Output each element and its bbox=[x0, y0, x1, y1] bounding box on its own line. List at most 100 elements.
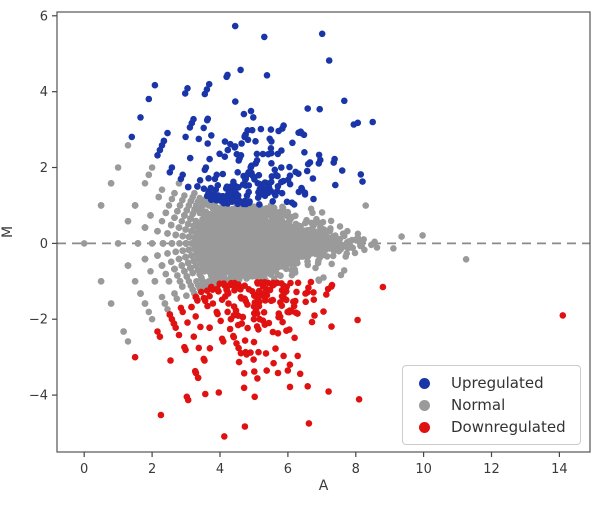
data-point bbox=[154, 328, 161, 335]
x-tick-label: 12 bbox=[483, 462, 500, 477]
y-axis-label: M bbox=[0, 225, 16, 239]
data-point bbox=[270, 214, 278, 221]
data-point bbox=[250, 114, 257, 121]
data-point bbox=[247, 164, 254, 171]
data-point bbox=[234, 169, 241, 176]
data-point bbox=[217, 317, 224, 325]
data-point bbox=[328, 281, 336, 289]
data-point bbox=[262, 350, 270, 357]
data-point bbox=[309, 175, 317, 182]
data-point bbox=[226, 325, 234, 333]
data-point bbox=[559, 312, 567, 319]
data-point bbox=[238, 140, 245, 147]
data-point bbox=[294, 259, 301, 267]
data-point bbox=[234, 200, 241, 208]
legend-label-upregulated: Upregulated bbox=[451, 373, 544, 392]
data-point bbox=[174, 272, 181, 279]
data-point bbox=[256, 267, 263, 274]
legend-label-downregulated: Downregulated bbox=[451, 417, 566, 436]
data-point bbox=[179, 283, 186, 290]
data-point bbox=[181, 90, 189, 97]
data-point bbox=[178, 262, 186, 269]
data-point bbox=[148, 240, 156, 247]
data-point bbox=[266, 135, 274, 143]
data-point bbox=[247, 256, 255, 263]
data-point bbox=[298, 129, 305, 137]
data-point bbox=[330, 159, 338, 166]
data-point bbox=[238, 320, 246, 327]
data-point bbox=[167, 221, 175, 229]
data-point bbox=[184, 220, 192, 228]
data-point bbox=[107, 180, 115, 187]
data-point bbox=[205, 214, 212, 221]
data-point bbox=[279, 250, 286, 258]
data-point bbox=[303, 216, 310, 224]
y-tick-label: 2 bbox=[40, 161, 48, 176]
data-point bbox=[326, 227, 334, 235]
data-point bbox=[310, 220, 318, 227]
data-point bbox=[257, 228, 265, 235]
data-point bbox=[263, 237, 271, 245]
data-point bbox=[219, 170, 227, 178]
data-point bbox=[292, 220, 300, 228]
data-point bbox=[267, 126, 275, 133]
data-point bbox=[304, 383, 312, 390]
data-point bbox=[173, 295, 181, 303]
data-point bbox=[305, 238, 313, 245]
data-point bbox=[274, 369, 282, 377]
data-point bbox=[189, 210, 196, 218]
data-point bbox=[329, 252, 337, 260]
data-point bbox=[373, 244, 381, 251]
data-point bbox=[151, 81, 159, 89]
data-point bbox=[197, 260, 205, 267]
data-point bbox=[293, 236, 301, 244]
data-point bbox=[218, 335, 226, 343]
data-point bbox=[315, 277, 323, 285]
data-point bbox=[241, 337, 249, 344]
data-point bbox=[231, 22, 239, 30]
data-point bbox=[335, 247, 343, 255]
data-point bbox=[131, 278, 139, 285]
data-point bbox=[154, 227, 161, 235]
data-point bbox=[97, 278, 105, 285]
data-point bbox=[245, 286, 253, 293]
data-point bbox=[305, 420, 313, 427]
data-point bbox=[179, 232, 186, 240]
data-point bbox=[240, 384, 248, 392]
data-point bbox=[284, 221, 292, 228]
data-point bbox=[268, 173, 276, 180]
data-point bbox=[237, 66, 244, 74]
data-point bbox=[192, 293, 200, 301]
data-point bbox=[158, 293, 166, 301]
data-point bbox=[182, 240, 190, 247]
data-point bbox=[310, 241, 318, 249]
data-point bbox=[245, 188, 252, 196]
data-point bbox=[190, 333, 198, 341]
data-point bbox=[253, 157, 261, 164]
data-point bbox=[269, 198, 277, 205]
data-point bbox=[124, 217, 132, 225]
data-point bbox=[222, 212, 229, 220]
data-point bbox=[235, 358, 243, 366]
data-point bbox=[202, 208, 210, 216]
data-point bbox=[225, 300, 232, 307]
data-point bbox=[291, 252, 298, 260]
data-point bbox=[175, 331, 183, 339]
data-point bbox=[194, 266, 202, 274]
data-point bbox=[271, 166, 279, 174]
data-point bbox=[242, 212, 250, 219]
data-point bbox=[176, 240, 183, 247]
x-tick-label: 6 bbox=[284, 462, 292, 477]
y-tick-label: 0 bbox=[40, 237, 48, 252]
data-point bbox=[255, 287, 263, 295]
data-point bbox=[206, 324, 213, 332]
data-point bbox=[190, 222, 198, 230]
data-point bbox=[259, 283, 267, 290]
data-point bbox=[353, 237, 360, 244]
data-point bbox=[248, 126, 256, 134]
data-point bbox=[188, 240, 196, 247]
data-point bbox=[249, 245, 257, 252]
data-point bbox=[141, 300, 149, 307]
data-point bbox=[258, 190, 266, 198]
data-point bbox=[203, 192, 211, 200]
